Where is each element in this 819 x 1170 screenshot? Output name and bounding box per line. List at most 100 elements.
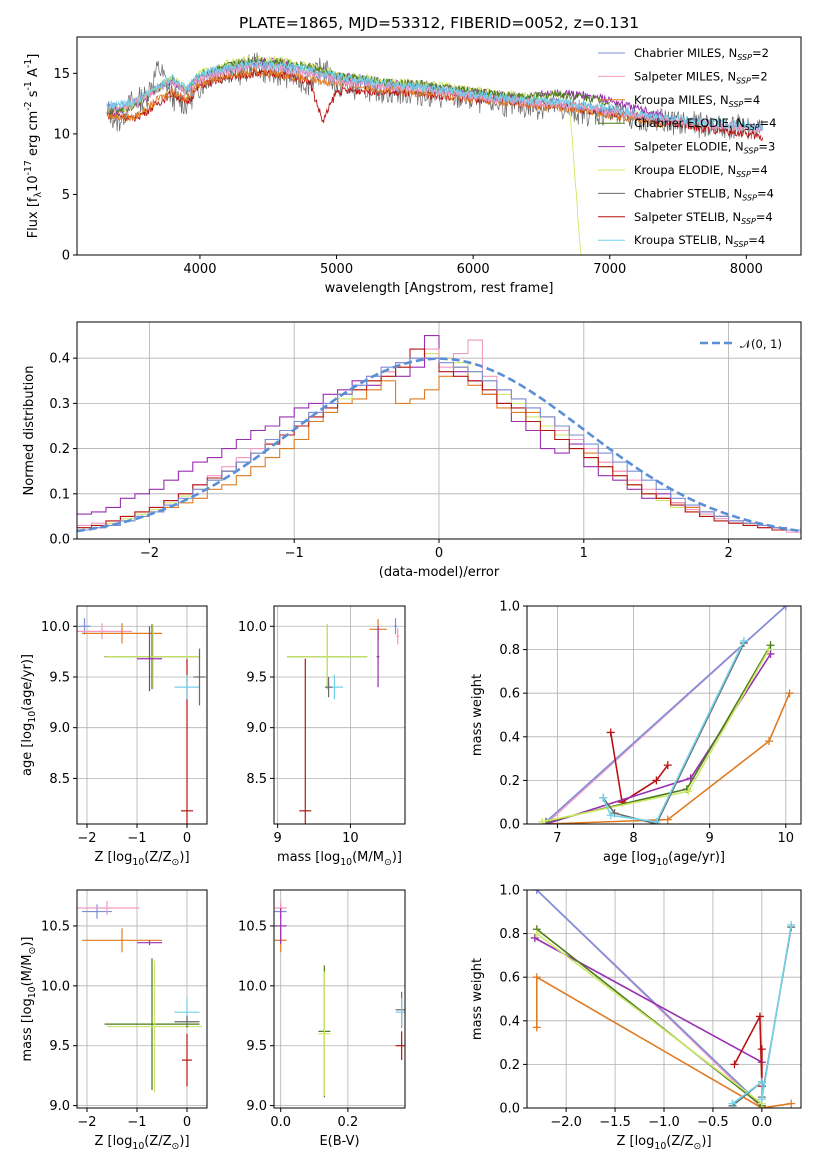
plus-marker xyxy=(606,811,615,820)
y-tick-label: 9.0 xyxy=(49,721,70,736)
axes-frame xyxy=(273,605,406,825)
y-tick-label: 0.8 xyxy=(499,643,520,658)
weight-line xyxy=(545,692,791,824)
plus-marker xyxy=(730,1060,739,1069)
y-tick-label: 8.5 xyxy=(49,772,70,787)
x-axis-label: Z [log10(Z/Z⊙)] xyxy=(94,1134,189,1152)
plus-marker xyxy=(652,817,661,824)
spectrum-panel: 4000 5000 6000 7000 8000 0 5 10 15 wavelength [An… xyxy=(23,14,802,296)
y-tick-label: 9.5 xyxy=(49,670,70,685)
errorbar-marker xyxy=(376,626,380,688)
errorbar-marker xyxy=(182,1033,192,1087)
y-tick-label: 9.5 xyxy=(246,1039,267,1054)
mass-weight-vs-metallicity-panel: −2.0 −1.5 −1.0 −0.5 0.0 0.0 0.2 0.4 0.6 0.8 1.0 Z [… xyxy=(470,884,802,1152)
legend-label: Chabrier MILES, NSSP=2 xyxy=(634,46,769,62)
plus-marker xyxy=(781,606,790,610)
errorbar-marker xyxy=(82,928,162,953)
x-axis-label: age [log10(age/yr)] xyxy=(603,850,725,868)
mass-vs-metallicity-panel: −2 −1 0 9.0 9.5 10.0 10.5 Z [log10(Z/Z⊙)] mass [… xyxy=(20,889,208,1152)
spectrum-line xyxy=(106,67,665,129)
errorbar-marker xyxy=(395,1031,405,1061)
legend-label: Kroupa STELIB, NSSP=4 xyxy=(634,233,765,249)
y-tick-label: 0.6 xyxy=(499,687,520,702)
x-tick-label: 1 xyxy=(580,546,588,561)
weight-series xyxy=(538,645,774,824)
residuals-histogram-panel: −2 −1 0 1 2 0.0 0.1 0.2 0.3 0.4 (data-model)/error… xyxy=(22,321,802,580)
y-tick-label: 0.2 xyxy=(49,442,70,457)
y-axis-label: Flux [fλ10-17 erg cm-2 s-1 A-1] xyxy=(23,54,44,239)
y-tick-label: 9.5 xyxy=(49,1039,70,1054)
plus-marker xyxy=(684,787,693,796)
plus-marker xyxy=(766,641,775,650)
weight-line xyxy=(536,928,763,1107)
y-tick-label: 9.0 xyxy=(49,1099,70,1114)
weight-line xyxy=(536,932,763,1105)
y-tick-label: 10.0 xyxy=(238,979,267,994)
x-tick-label: −1 xyxy=(285,546,304,561)
plot-marks xyxy=(77,900,202,1093)
x-tick-label: 9 xyxy=(706,831,714,846)
y-tick-label: 0.4 xyxy=(49,352,70,367)
errorbar-marker xyxy=(299,658,312,824)
x-tick-label: 0 xyxy=(183,831,191,846)
x-tick-label: 0 xyxy=(435,546,443,561)
weight-line xyxy=(534,937,763,1063)
weight-line xyxy=(545,606,787,823)
y-tick-label: 0.2 xyxy=(499,774,520,789)
plus-marker xyxy=(599,793,608,802)
weight-line xyxy=(609,732,669,804)
y-axis-label: mass weight xyxy=(470,958,485,1040)
plus-marker xyxy=(765,645,774,654)
y-tick-label: 9.0 xyxy=(246,721,267,736)
x-axis-label: wavelength [Angstrom, rest frame] xyxy=(325,281,554,296)
x-tick-label: 5000 xyxy=(320,262,353,277)
errorbar-marker xyxy=(174,674,200,700)
x-axis-label: Z [log10(Z/Z⊙)] xyxy=(616,1134,711,1152)
x-axis-label: (data-model)/error xyxy=(379,565,500,580)
x-tick-label: −1.5 xyxy=(599,1115,631,1130)
mass-weight-vs-age-panel: 7 8 9 10 0.0 0.2 0.4 0.6 0.8 1.0 age [log10(age/yr… xyxy=(470,600,802,868)
x-tick-label: 0.2 xyxy=(338,1115,359,1130)
y-tick-label: 0.4 xyxy=(499,730,520,745)
errorbar-marker xyxy=(394,618,397,635)
legend: 𝒩(0, 1) xyxy=(700,337,782,351)
x-tick-label: 0.0 xyxy=(752,1115,773,1130)
x-tick-label: 10 xyxy=(778,831,795,846)
x-tick-label: −1 xyxy=(127,831,146,846)
y-tick-label: 0.3 xyxy=(49,397,70,412)
plus-marker xyxy=(757,1095,766,1104)
x-tick-label: 2 xyxy=(724,546,732,561)
weight-series xyxy=(728,920,796,1108)
axes-frame xyxy=(76,889,208,1109)
plus-marker xyxy=(532,1023,541,1032)
x-axis-label: Z [log10(Z/Z⊙)] xyxy=(94,850,189,868)
errorbar-marker xyxy=(318,971,331,1097)
plus-marker xyxy=(755,1012,764,1021)
errorbar-marker xyxy=(174,1015,200,1028)
x-tick-label: 4000 xyxy=(183,262,216,277)
plot-marks xyxy=(77,618,206,824)
plot-marks xyxy=(530,890,796,1108)
y-tick-label: 10.0 xyxy=(238,620,267,635)
y-tick-label: 0.0 xyxy=(499,818,520,833)
age-vs-metallicity-panel: −2 −1 0 8.5 9.0 9.5 10.0 Z [log10(Z/Z⊙)] age [lo… xyxy=(20,605,208,868)
errorbar-marker xyxy=(137,626,162,692)
plot-marks xyxy=(538,606,794,824)
weight-line xyxy=(733,1013,763,1087)
plus-marker xyxy=(606,728,615,737)
y-axis-label: mass [log10(M/M⊙)] xyxy=(20,937,38,1062)
errorbar-marker xyxy=(82,623,162,644)
spectrum-line xyxy=(106,57,764,132)
legend-label: Salpeter STELIB, NSSP=4 xyxy=(634,210,773,226)
plus-marker xyxy=(728,1099,737,1108)
errorbar-marker xyxy=(137,940,162,946)
normal-curve xyxy=(77,357,801,533)
legend-label: Salpeter ELODIE, NSSP=3 xyxy=(634,140,775,156)
axes-frame xyxy=(76,605,208,825)
x-tick-label: 0 xyxy=(183,1115,191,1130)
weight-line xyxy=(732,924,792,1105)
x-tick-label: 8 xyxy=(629,831,637,846)
legend-label: Chabrier ELODIE, NSSP=4 xyxy=(634,116,776,132)
plus-marker xyxy=(757,1077,766,1086)
